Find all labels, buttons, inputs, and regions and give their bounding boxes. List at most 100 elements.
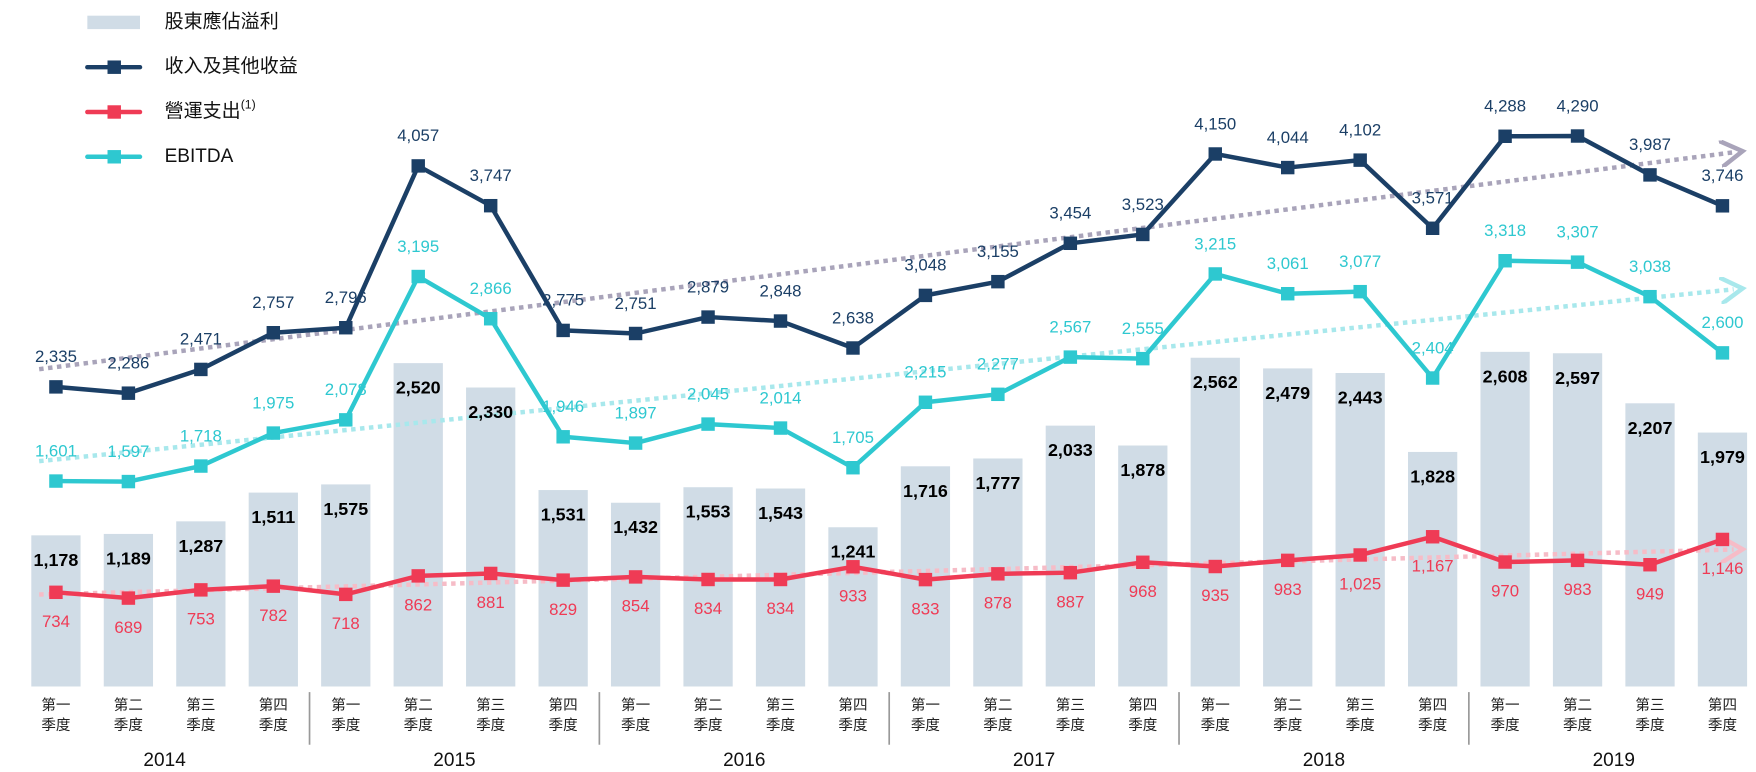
value-label: 1,025 <box>1339 575 1381 594</box>
point <box>266 326 281 340</box>
point <box>628 570 643 584</box>
x-tick-label: 第二季度 <box>983 696 1013 734</box>
point <box>1570 255 1585 269</box>
point <box>1643 289 1657 304</box>
bar-value-label: 1,287 <box>178 536 223 556</box>
point <box>49 474 63 488</box>
bar <box>1263 368 1313 687</box>
line <box>55 534 1724 601</box>
point <box>194 362 208 377</box>
value-label: 1,601 <box>35 441 77 460</box>
point <box>1208 559 1222 574</box>
line <box>55 258 1724 484</box>
value-label: 3,048 <box>904 256 946 275</box>
legend-label: 股東應佔溢利 <box>165 9 279 32</box>
x-tick-label: 第一季度 <box>1200 696 1230 734</box>
point <box>1208 147 1222 161</box>
point <box>918 288 933 303</box>
value-label: 2,848 <box>760 281 802 300</box>
value-label: 834 <box>694 599 722 618</box>
value-label: 2,555 <box>1122 319 1164 338</box>
point <box>773 314 788 328</box>
value-label: 4,102 <box>1339 120 1381 139</box>
point <box>266 426 281 440</box>
point <box>1280 286 1295 301</box>
value-label: 1,146 <box>1701 559 1743 578</box>
x-tick-label: 第二季度 <box>1562 696 1593 734</box>
point <box>194 459 208 473</box>
point <box>339 413 353 427</box>
value-label: 4,288 <box>1484 97 1526 116</box>
point <box>1136 555 1150 570</box>
value-label: 2,866 <box>470 279 512 298</box>
value-label: 854 <box>622 597 650 616</box>
value-label: 887 <box>1056 592 1084 611</box>
value-label: 1,897 <box>615 403 657 422</box>
value-label: 2,335 <box>35 347 77 366</box>
value-label: 3,195 <box>397 237 439 256</box>
trend-line <box>38 289 1734 464</box>
value-label: 935 <box>1201 586 1229 605</box>
bar-value-label: 1,575 <box>323 499 368 519</box>
point <box>483 566 498 581</box>
point <box>556 430 570 444</box>
bar <box>828 527 878 687</box>
x-tick-label: 第三季度 <box>765 696 796 734</box>
value-label: 2,600 <box>1701 313 1743 332</box>
value-label: 2,404 <box>1412 338 1454 357</box>
point <box>846 341 860 355</box>
value-label: 3,155 <box>977 242 1019 261</box>
bar-value-label: 1,979 <box>1700 447 1745 467</box>
point <box>1136 227 1150 242</box>
bar-value-label: 2,207 <box>1628 418 1673 438</box>
bar <box>1552 353 1603 687</box>
value-label: 2,014 <box>760 388 802 407</box>
x-tick-label: 第一季度 <box>41 696 71 734</box>
bar <box>683 487 733 687</box>
value-label: 983 <box>1564 580 1592 599</box>
value-label: 2,215 <box>904 363 946 382</box>
bar-value-label: 1,178 <box>34 550 79 570</box>
bar <box>31 535 81 687</box>
value-label: 3,571 <box>1412 189 1454 208</box>
point <box>1353 284 1367 299</box>
value-label: 3,747 <box>470 166 512 185</box>
point <box>1280 160 1295 175</box>
value-label: 2,277 <box>977 355 1019 374</box>
value-label: 2,638 <box>832 308 874 327</box>
legend-text: 股東應佔溢利 <box>165 9 279 32</box>
value-label: 734 <box>42 612 70 631</box>
bar <box>466 387 516 687</box>
value-label: 2,879 <box>687 277 729 296</box>
value-label: 862 <box>404 596 432 615</box>
value-label: 1,705 <box>832 428 874 447</box>
trend-line <box>38 152 1734 372</box>
value-label: 3,061 <box>1267 254 1309 273</box>
labels: 1,178 1,189 1,287 1,511 1,575 2,520 2,330 1,531… <box>34 96 1745 636</box>
legend-text: 營運支出 <box>165 100 241 122</box>
point <box>701 310 715 324</box>
point <box>1715 532 1730 547</box>
value-label: 878 <box>984 594 1012 613</box>
legend-label: EBITDA <box>165 146 234 167</box>
group-label: 2019 <box>1592 749 1635 771</box>
bar-value-label: 2,443 <box>1338 388 1383 408</box>
point <box>773 421 788 435</box>
x-tick-label: 第四季度 <box>1418 696 1448 734</box>
bar <box>755 488 806 687</box>
bar-value-label: 2,330 <box>468 402 513 422</box>
value-label: 829 <box>549 600 577 619</box>
value-label: 2,567 <box>1049 317 1091 336</box>
point <box>1425 530 1440 544</box>
bar-value-label: 2,033 <box>1048 440 1093 460</box>
bar-value-label: 1,241 <box>831 542 876 562</box>
value-label: 1,167 <box>1412 556 1454 575</box>
value-label: 3,746 <box>1701 166 1743 185</box>
point <box>1425 371 1440 385</box>
legend-swatch <box>87 15 140 30</box>
value-label: 1,946 <box>542 397 584 416</box>
bar <box>1625 403 1675 687</box>
value-label: 3,077 <box>1339 252 1381 271</box>
